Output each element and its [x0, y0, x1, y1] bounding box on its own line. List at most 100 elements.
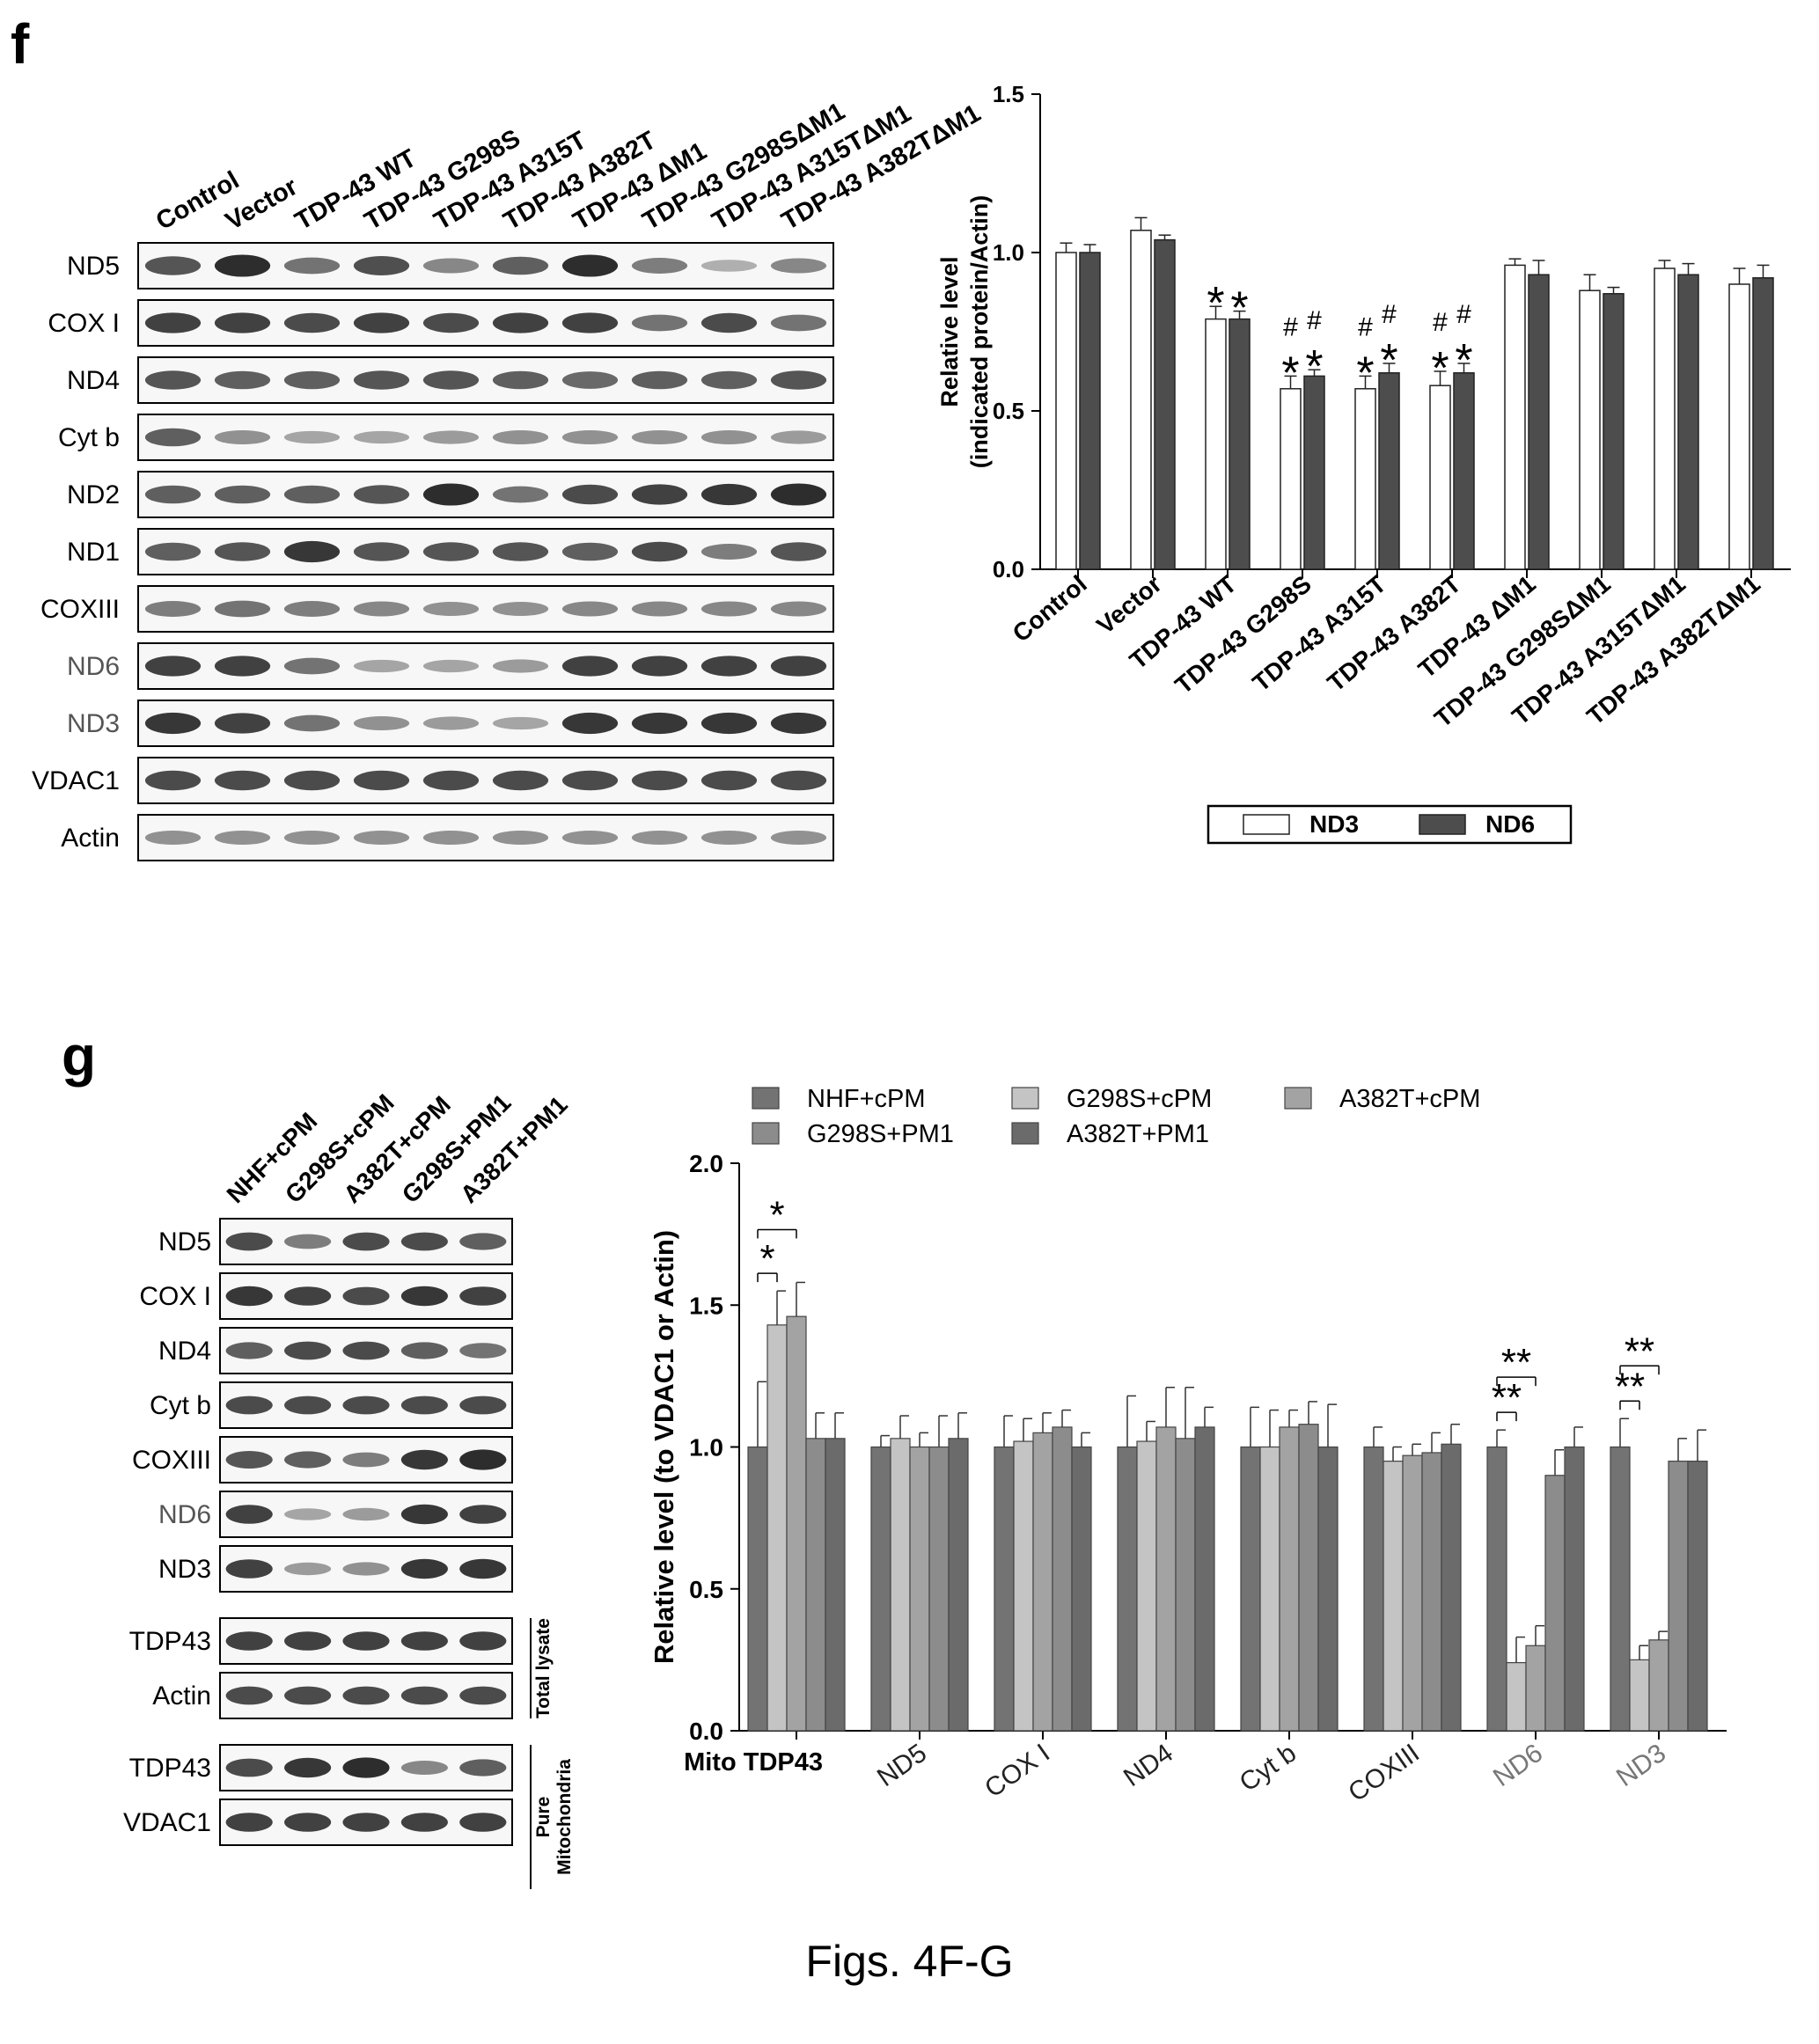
chart-g-bar [1117, 1446, 1138, 1732]
chart-f-legend-label: ND6 [1485, 810, 1535, 838]
chart-f-significance-mark: # [1433, 308, 1448, 337]
blot-f-band [492, 486, 549, 503]
blot-g-band [459, 1558, 507, 1579]
chart-g-bar [1013, 1440, 1034, 1732]
blot-f-band [422, 770, 480, 791]
chart-g-significance-mark: ** [1501, 1341, 1531, 1384]
chart-g-x-tick-label: ND4 [1119, 1739, 1178, 1792]
blot-g-band [342, 1507, 390, 1521]
blot-g-band [342, 1341, 390, 1360]
chart-g-bar [1383, 1461, 1404, 1732]
chart-f-bar [1154, 238, 1176, 570]
blot-f-band [422, 830, 480, 846]
blot-f-band [700, 544, 758, 560]
chart-g-legend-swatch [752, 1087, 780, 1110]
chart-g-legend-label: A382T+cPM [1339, 1085, 1480, 1113]
chart-f-bar [1205, 318, 1227, 570]
blot-g-band [284, 1757, 332, 1778]
blot-f-band [631, 601, 688, 617]
blot-f-row-label: COXIII [40, 595, 120, 624]
blot-f-band [770, 601, 827, 617]
chart-g-bar [1486, 1446, 1507, 1732]
blot-f-band [700, 312, 758, 333]
chart-g-bar [994, 1446, 1015, 1732]
blot-f-band [422, 370, 480, 390]
chart-g-bar [1298, 1424, 1319, 1732]
chart-g-x-tick-label: Cyt b [1235, 1739, 1302, 1798]
blot-g-band [225, 1631, 273, 1651]
chart-f-significance-mark: # [1358, 312, 1373, 341]
blot-f-band [283, 770, 341, 791]
blot-f-band [561, 484, 619, 505]
chart-g-legend-swatch [1284, 1087, 1312, 1110]
blot-g-band [284, 1451, 332, 1469]
blot-g-band [400, 1396, 448, 1415]
blot-g-band [284, 1396, 332, 1415]
blot-f-band [422, 542, 480, 561]
chart-g-significance-mark: ** [1625, 1330, 1654, 1373]
blot-g-band [400, 1761, 448, 1775]
chart-g-significance-mark: * [759, 1237, 774, 1280]
chart-g-bar [1136, 1440, 1157, 1732]
chart-g-bar [1317, 1446, 1339, 1732]
blot-f-band [283, 485, 341, 504]
chart-f-significance-mark: * [1356, 348, 1374, 399]
blot-g-group-label: Total lysate [533, 1618, 554, 1718]
blot-f-band [353, 485, 410, 504]
blot-f-band [492, 429, 549, 445]
blot-g-band [459, 1505, 507, 1524]
blot-g-band [284, 1686, 332, 1705]
blot-f-row-label: Actin [61, 824, 120, 853]
chart-g-bar [1032, 1432, 1053, 1732]
blot-g-band [459, 1631, 507, 1651]
blot-g-band [342, 1232, 390, 1251]
chart-g-bar [1629, 1659, 1650, 1732]
blot-g-band [342, 1757, 390, 1778]
chart-g-x-tick-label: COXIII [1343, 1739, 1425, 1808]
blot-f-band [492, 370, 549, 390]
blot-f-band [561, 601, 619, 617]
blot-g-row-label: COXIII [132, 1446, 211, 1475]
blot-g-band [225, 1813, 273, 1832]
blot-g-band [284, 1234, 332, 1249]
blot-f-band [214, 312, 271, 333]
blot-g-row-label: ND4 [158, 1337, 211, 1366]
bar-chart-f: 0.0 0.5 1.0 1.5 Relative level (indicated pro… [936, 81, 1791, 845]
chart-g-y-tick-label: 1.0 [689, 1434, 723, 1462]
blot-f-band [700, 429, 758, 445]
chart-f-y-tick-label: 0.5 [993, 398, 1024, 424]
blot-g-band [459, 1286, 507, 1306]
blot-g-band [400, 1504, 448, 1525]
blot-f-band [631, 314, 688, 332]
blot-g-band [284, 1286, 332, 1306]
chart-f-significance-mark: # [1382, 300, 1397, 329]
blot-f-band [353, 542, 410, 561]
chart-f-significance-mark: # [1307, 306, 1322, 335]
chart-g-legend-label: G298S+cPM [1067, 1085, 1212, 1113]
blot-g-band [400, 1813, 448, 1832]
blot-g-band [225, 1505, 273, 1524]
chart-f-bar [1504, 264, 1526, 570]
chart-f-significance-mark: * [1431, 343, 1449, 394]
blot-f-band [214, 542, 271, 561]
blot-f-band [144, 601, 202, 617]
blot-f-band [214, 370, 271, 390]
chart-g-x-tick-label: ND6 [1488, 1739, 1548, 1792]
blot-f-band [422, 312, 480, 333]
chart-g-bar [1279, 1426, 1300, 1732]
blot-f-band [214, 830, 271, 846]
blot-f-band [492, 601, 549, 617]
blot-g-band [284, 1631, 332, 1651]
chart-f-significance-mark: * [1305, 341, 1323, 392]
chart-f-bar [1654, 267, 1676, 570]
chart-g-legend-label: G298S+PM1 [807, 1120, 954, 1148]
blot-g-band [342, 1813, 390, 1832]
blot-g-band [342, 1631, 390, 1651]
blot-f-band [144, 542, 202, 561]
chart-g-bar [1668, 1461, 1689, 1732]
chart-f-bar [1229, 318, 1251, 570]
blot-f-band [214, 713, 271, 734]
chart-g-significance-mark: * [769, 1193, 784, 1236]
blot-f-band [353, 430, 410, 444]
blot-f-band [214, 254, 271, 277]
